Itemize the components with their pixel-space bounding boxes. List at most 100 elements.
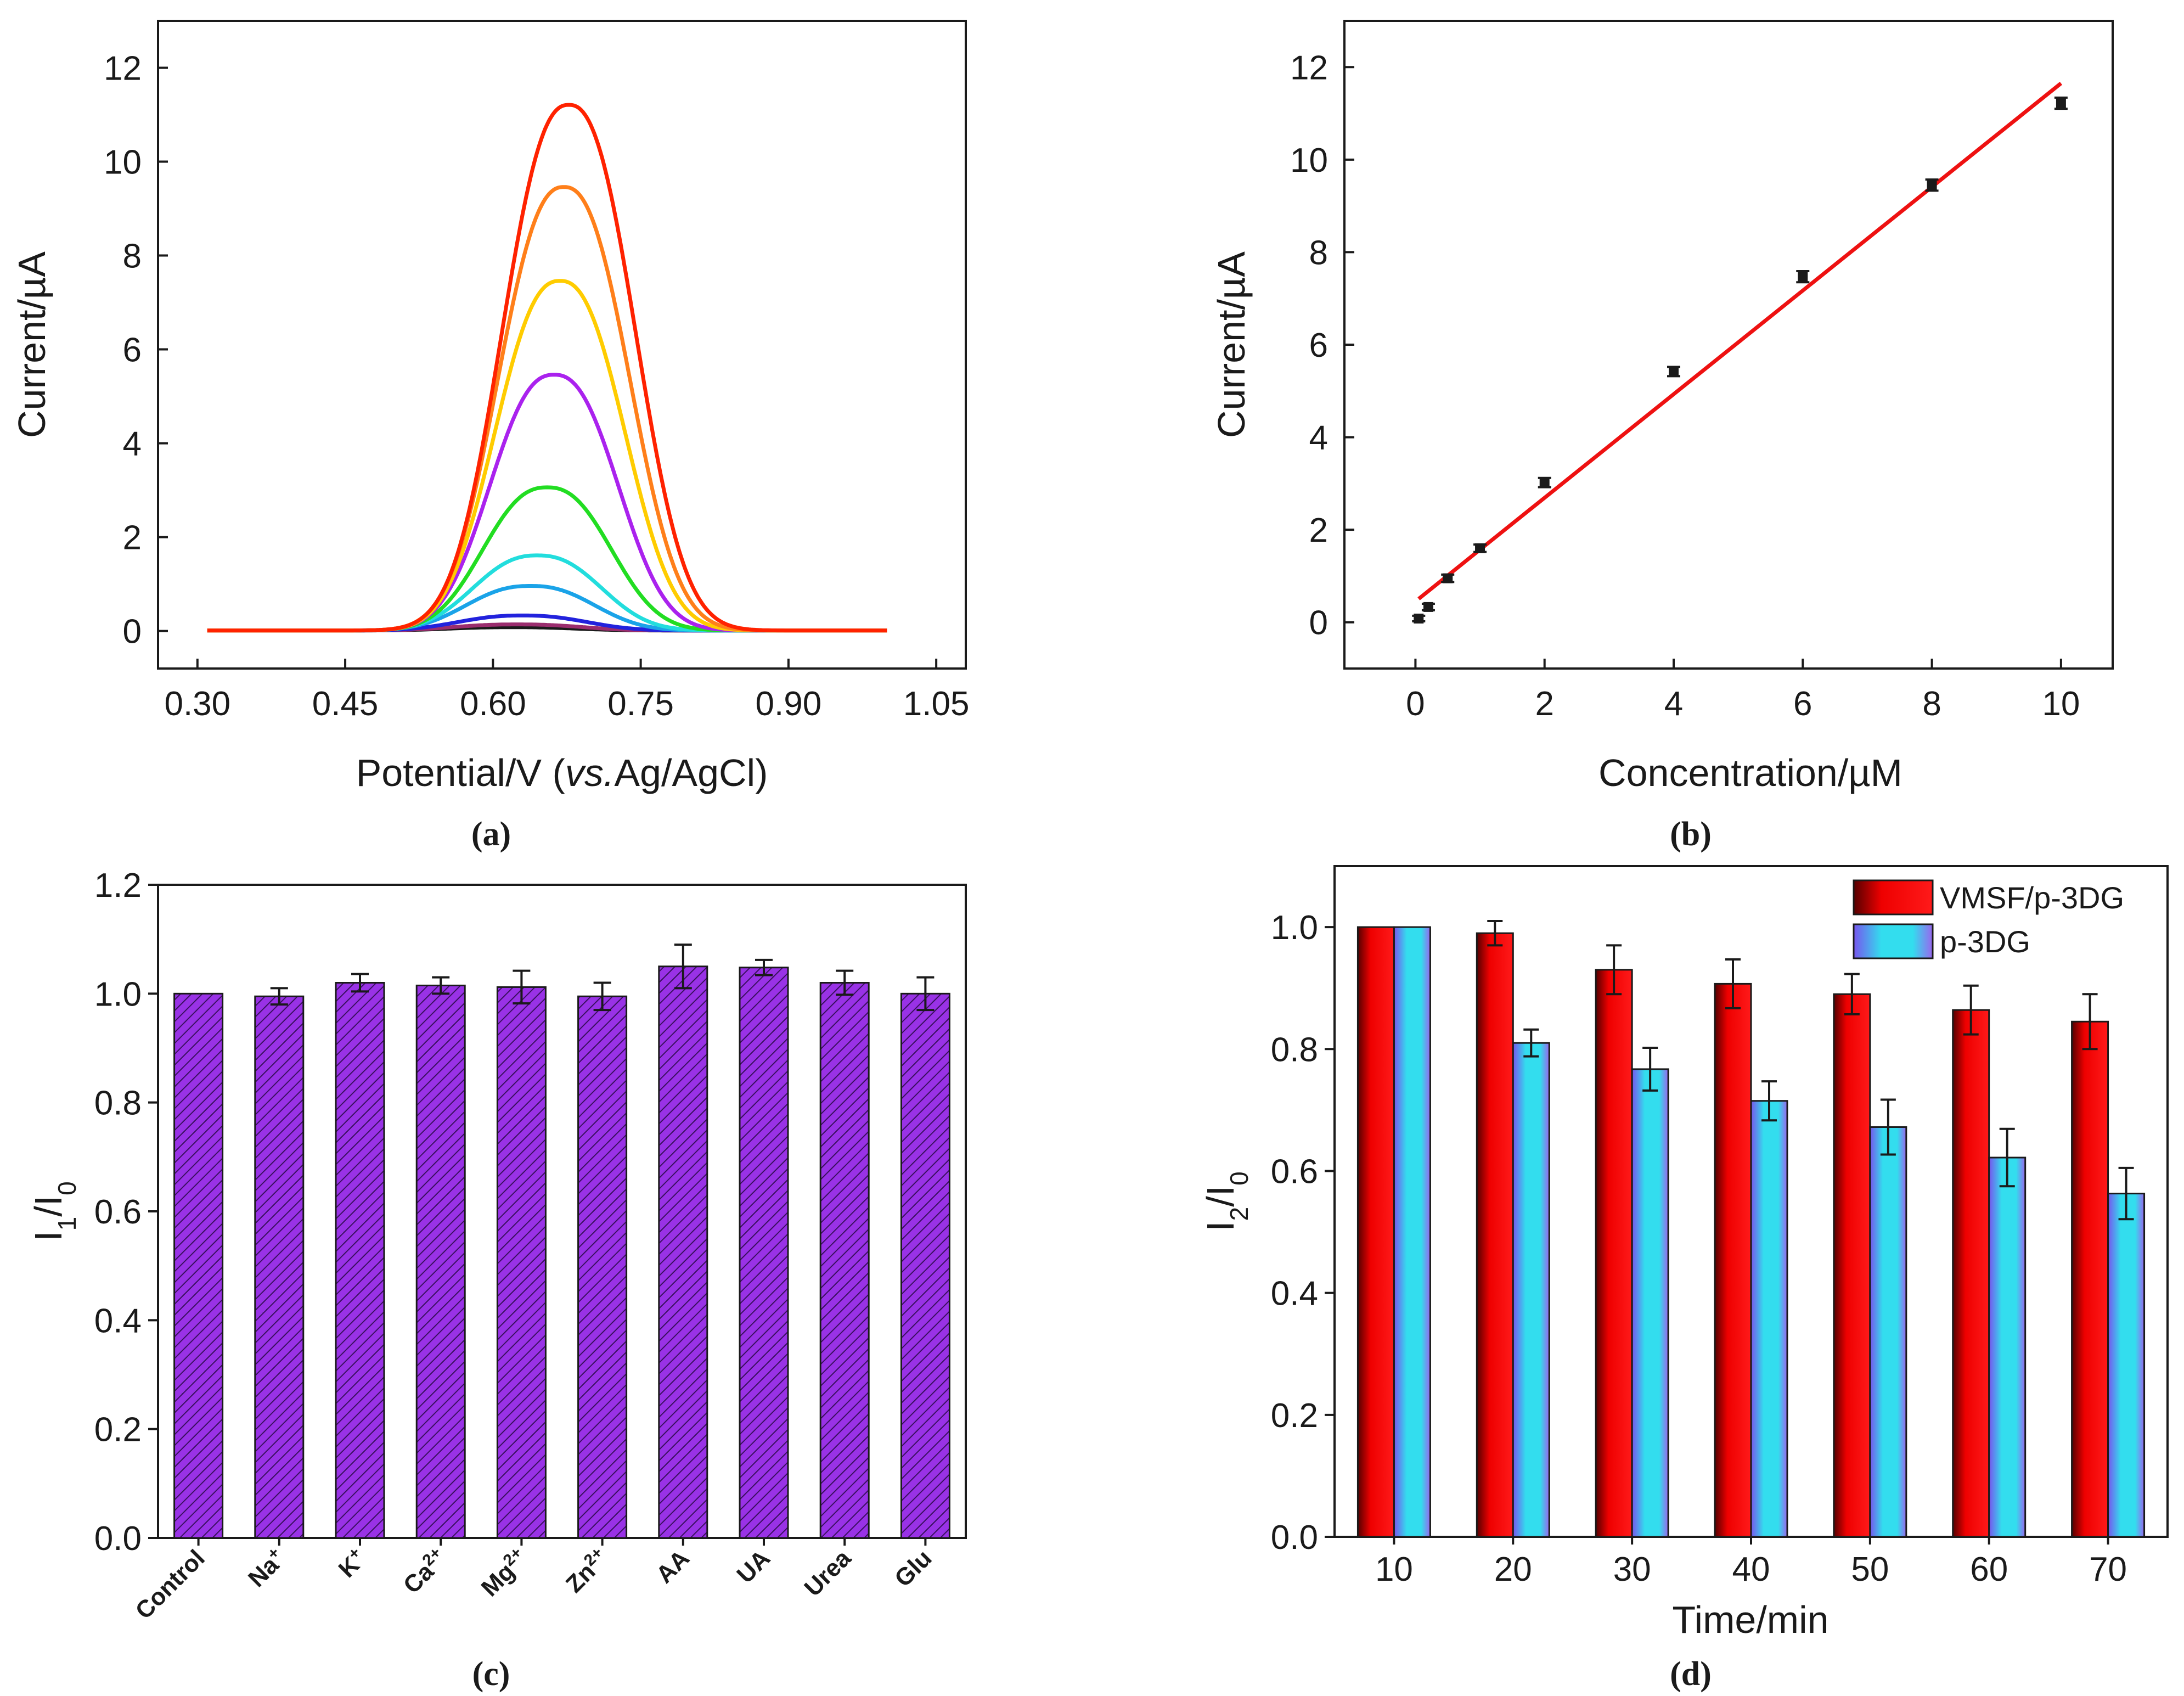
panel-d-y-label: I2/I0 — [1199, 1171, 1253, 1232]
data-point — [1443, 573, 1453, 583]
dpv-curve — [207, 553, 887, 633]
y-tick-label: 1.2 — [94, 867, 142, 905]
panel-b-y-label: Current/µA — [1210, 251, 1253, 438]
x-tick-label: 60 — [1970, 1551, 2008, 1588]
panel-a-curves — [207, 103, 887, 633]
data-point — [1423, 602, 1433, 612]
x-tick-label: 0.45 — [312, 685, 379, 723]
x-tick-label: 1.05 — [903, 685, 970, 723]
dpv-curve — [207, 485, 887, 633]
bar — [1393, 926, 1431, 1538]
data-point — [1669, 366, 1679, 377]
x-tick-label: 2 — [1535, 685, 1553, 723]
y-tick-label: 1.0 — [1271, 909, 1318, 947]
x-tick-label: 10 — [2042, 685, 2080, 723]
legend-label-p3dg: p-3DG — [1940, 924, 2030, 959]
y-tick-label: 0.4 — [1271, 1275, 1318, 1313]
x-tick-label: Glu — [890, 1545, 937, 1592]
x-tick-label: 0.90 — [756, 685, 822, 723]
x-tick-label: 0 — [1406, 685, 1425, 723]
y-tick-label: 4 — [1309, 419, 1328, 457]
x-tick-label: Na+ — [242, 1543, 291, 1592]
y-tick-label: 4 — [123, 425, 142, 463]
dpv-curve — [207, 279, 887, 633]
legend-swatch-vmsf — [1853, 879, 1934, 916]
bar — [1869, 1126, 1907, 1538]
panel-c: 0.0 0.2 0.4 0.6 0.8 1.0 1.2 Control Na+ K+ Ca2+ Mg… — [27, 867, 967, 1693]
x-tick-label: Mg2+ — [475, 1543, 533, 1602]
y-tick-label: 6 — [123, 332, 142, 369]
bar — [1988, 1156, 2027, 1538]
y-tick-label: 0.6 — [1271, 1153, 1318, 1190]
panel-a-y-label: Current/µA — [10, 251, 53, 438]
bar — [739, 967, 789, 1539]
x-tick-label: 0.30 — [164, 685, 230, 723]
bar — [2107, 1193, 2146, 1538]
panel-a-tag: (a) — [471, 816, 511, 853]
bar — [658, 965, 708, 1539]
y-tick-label: 0.0 — [94, 1520, 142, 1558]
x-tick-label: 20 — [1494, 1551, 1532, 1588]
bar — [335, 982, 385, 1539]
x-tick-label: 4 — [1664, 685, 1683, 723]
x-tick-label: Control — [130, 1545, 210, 1624]
bar — [254, 995, 305, 1539]
bar — [173, 992, 224, 1539]
x-tick-label: Ca2+ — [397, 1543, 452, 1599]
panel-d-legend: VMSF/p-3DG p-3DG — [1853, 879, 2124, 959]
data-point — [1414, 613, 1424, 624]
x-tick-label: 8 — [1922, 685, 1941, 723]
panel-c-x-ticks: Control Na+ K+ Ca2+ Mg2+ Zn2+ AA UA Urea Glu — [130, 1538, 937, 1625]
y-tick-label: 0.4 — [94, 1302, 142, 1340]
panel-d-bars — [1356, 919, 2146, 1538]
y-tick-label: 0 — [123, 613, 142, 651]
data-point — [1475, 543, 1485, 553]
bar — [1595, 969, 1633, 1538]
y-tick-label: 2 — [123, 519, 142, 557]
bar — [415, 984, 466, 1539]
panel-b-y-ticks: 0 2 4 6 8 10 12 — [1290, 49, 1354, 642]
y-tick-label: 0 — [1309, 604, 1328, 642]
dpv-curve — [207, 373, 887, 633]
x-tick-label: 70 — [2089, 1551, 2127, 1588]
panel-d-x-label: Time/min — [1672, 1598, 1828, 1641]
panel-d-tag: (d) — [1670, 1655, 1712, 1693]
panel-b: 0 2 4 6 8 10 12 0 2 4 6 8 10 Current/µA Concentrati… — [1210, 20, 2114, 853]
data-point — [1927, 180, 1937, 190]
y-tick-label: 2 — [1309, 512, 1328, 549]
x-tick-label: AA — [651, 1545, 695, 1588]
panel-d-y-ticks: 0.0 0.2 0.4 0.6 0.8 1.0 — [1271, 909, 1335, 1557]
bar — [577, 995, 628, 1539]
panel-b-x-label: Concentration/µM — [1598, 751, 1902, 794]
y-tick-label: 12 — [104, 50, 142, 88]
data-point — [1539, 478, 1550, 488]
bar — [1714, 982, 1752, 1538]
dpv-curve — [207, 185, 887, 633]
panel-c-y-label: I1/I0 — [27, 1181, 81, 1242]
bar — [2071, 1020, 2109, 1538]
x-tick-label: 50 — [1851, 1551, 1889, 1588]
data-point — [2056, 98, 2066, 109]
y-tick-label: 0.8 — [94, 1085, 142, 1122]
bar — [1750, 1100, 1788, 1538]
panel-b-x-ticks: 0 2 4 6 8 10 — [1406, 659, 2080, 723]
y-tick-label: 0.2 — [94, 1411, 142, 1449]
x-tick-label: 10 — [1375, 1551, 1413, 1588]
panel-c-bars — [173, 944, 950, 1539]
y-tick-label: 10 — [1290, 142, 1328, 179]
dpv-curve — [207, 103, 887, 633]
y-tick-label: 8 — [123, 238, 142, 276]
x-tick-label: 0.75 — [607, 685, 674, 723]
panel-d-x-ticks: 10 20 30 40 50 60 70 — [1375, 1537, 2127, 1588]
bar — [1952, 1009, 1990, 1538]
panel-a-frame — [157, 20, 967, 670]
bar — [496, 986, 547, 1539]
x-tick-label: 40 — [1732, 1551, 1770, 1588]
y-tick-label: 10 — [104, 144, 142, 182]
x-tick-label: Zn2+ — [559, 1543, 613, 1598]
bar — [900, 992, 950, 1539]
y-tick-label: 12 — [1290, 49, 1328, 87]
y-tick-label: 8 — [1309, 234, 1328, 272]
panel-b-tag: (b) — [1670, 816, 1712, 853]
